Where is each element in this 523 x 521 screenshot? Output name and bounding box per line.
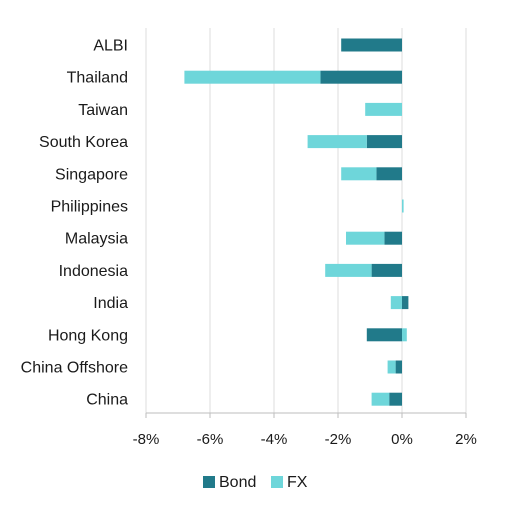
- category-label: India: [93, 295, 128, 312]
- bars: [184, 38, 409, 406]
- category-label: South Korea: [39, 134, 128, 151]
- bar-bond-0: [341, 38, 402, 52]
- x-tick-label: -2%: [325, 431, 352, 448]
- bar-bond-6: [384, 231, 402, 245]
- category-label: China: [86, 392, 128, 409]
- x-tick-label: -8%: [133, 431, 160, 448]
- bar-fx-11: [371, 392, 390, 406]
- bar-fx-9: [402, 328, 407, 342]
- legend-label-bond: Bond: [219, 474, 256, 491]
- bar-fx-4: [341, 167, 377, 181]
- x-tick-label: -4%: [261, 431, 288, 448]
- legend: Bond FX: [203, 474, 308, 491]
- bar-fx-5: [402, 199, 404, 213]
- bar-bond-10: [395, 360, 402, 374]
- category-label: Philippines: [51, 199, 128, 216]
- category-label: ALBI: [93, 38, 128, 55]
- bar-bond-8: [402, 296, 409, 310]
- x-tick-label: 2%: [455, 431, 477, 448]
- bar-bond-9: [366, 328, 402, 342]
- bar-fx-10: [387, 360, 396, 374]
- category-label: Taiwan: [78, 102, 128, 119]
- category-label: Thailand: [67, 70, 128, 87]
- category-label: Hong Kong: [48, 327, 128, 344]
- bar-bond-7: [371, 263, 402, 277]
- bar-bond-1: [320, 70, 402, 84]
- bar-fx-1: [184, 70, 321, 84]
- legend-label-fx: FX: [287, 474, 308, 491]
- bar-bond-11: [389, 392, 402, 406]
- x-tick-label: -6%: [197, 431, 224, 448]
- bar-fx-7: [325, 263, 372, 277]
- bar-bond-4: [376, 167, 402, 181]
- x-tick-label: 0%: [391, 431, 413, 448]
- category-label: China Offshore: [21, 360, 128, 377]
- category-label: Indonesia: [59, 263, 128, 280]
- x-axis: -8% -6% -4% -2% 0% 2%: [133, 412, 477, 448]
- bar-fx-3: [307, 135, 367, 149]
- category-labels: ALBI Thailand Taiwan South Korea Singapore Ph…: [21, 38, 128, 409]
- bar-bond-3: [366, 135, 402, 149]
- bar-fx-2: [365, 102, 402, 116]
- gridlines: [145, 28, 467, 413]
- legend-swatch-fx: [271, 476, 283, 488]
- category-label: Singapore: [55, 166, 128, 183]
- bar-fx-8: [390, 296, 402, 310]
- category-label: Malaysia: [65, 231, 128, 248]
- legend-swatch-bond: [203, 476, 215, 488]
- bar-fx-6: [346, 231, 385, 245]
